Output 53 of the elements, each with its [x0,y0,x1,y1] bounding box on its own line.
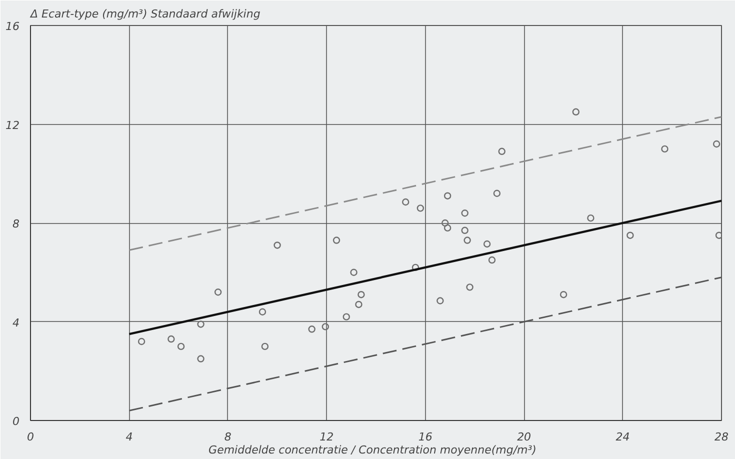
y-tick-label: 0 [12,415,20,428]
y-tick-label: 12 [6,118,20,132]
point [308,326,316,333]
point [466,284,474,291]
point [442,219,449,227]
x-tick-label: 20 [517,430,532,444]
point [177,342,185,350]
point [412,264,420,272]
x-tick-label: 28 [714,430,728,444]
y-tick-label: 8 [12,218,20,230]
point [661,145,668,153]
x-tick-label: 0 [27,430,34,444]
point [258,308,266,316]
point [626,232,634,239]
point [461,226,468,234]
point [138,338,146,346]
point [332,236,340,244]
x-axis-title: Gemiddelde concentratie / Concentration moyenne(mg/m³) [208,444,536,456]
x-tick-label: 4 [126,430,133,444]
point [712,140,720,148]
point [498,148,506,155]
point [444,224,452,232]
point [488,256,496,264]
point [358,291,365,298]
point [168,335,175,343]
point [572,108,580,116]
point [214,288,222,296]
point [355,300,362,308]
point [274,242,281,249]
point [444,192,452,200]
y-axis-title: Δ Ecart-type (mg/m³) Standaard afwijking [30,8,260,20]
y-tick-label: 16 [6,20,20,33]
point [560,291,568,298]
point [197,355,204,362]
point [416,204,424,212]
point [715,232,722,239]
x-tick-label: 12 [320,430,334,444]
x-tick-label: 24 [616,430,630,444]
point [436,297,444,304]
x-tick-label: 16 [418,430,432,444]
point [587,214,594,222]
point [350,268,358,276]
point [461,210,468,217]
y-tick-label: 4 [12,316,20,330]
point [402,198,410,206]
point [464,236,471,244]
point [342,313,350,320]
x-tick-label: 8 [224,430,232,444]
point [261,342,269,350]
point [483,240,491,248]
point [493,190,501,197]
point [197,320,204,328]
point [322,323,330,330]
